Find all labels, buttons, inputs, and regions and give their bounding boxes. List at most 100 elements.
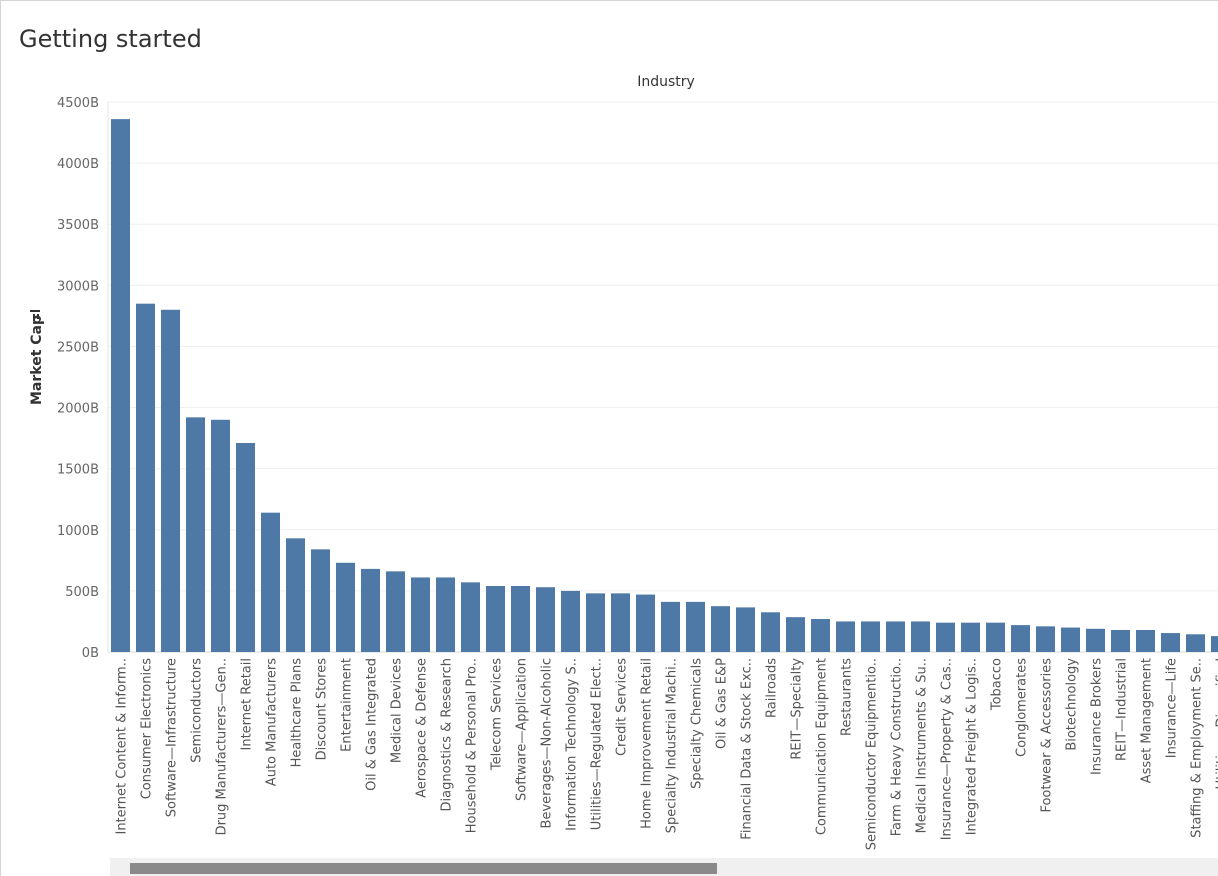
bar[interactable]: [686, 601, 705, 652]
x-category-label[interactable]: Diagnostics & Research: [440, 658, 455, 811]
x-category-label[interactable]: Internet Retail: [240, 658, 255, 751]
bar[interactable]: [536, 587, 555, 652]
bar[interactable]: [1086, 628, 1105, 652]
bar[interactable]: [636, 594, 655, 652]
x-category-label[interactable]: Beverages—Non-Alcoholic: [540, 658, 555, 828]
bar[interactable]: [111, 119, 130, 653]
x-category-label[interactable]: Home Improvement Retail: [640, 658, 655, 829]
x-category-label[interactable]: Internet Content & Inform..: [115, 658, 130, 835]
x-category-label[interactable]: Asset Management: [1140, 658, 1155, 783]
bar[interactable]: [211, 419, 230, 652]
bar[interactable]: [486, 586, 505, 652]
x-category-label[interactable]: Telecom Services: [490, 658, 505, 771]
x-category-label[interactable]: Insurance Brokers: [1090, 658, 1105, 775]
bar[interactable]: [286, 538, 305, 652]
bar[interactable]: [586, 593, 605, 652]
horizontal-scrollbar[interactable]: [110, 858, 1218, 876]
x-category-label[interactable]: Insurance—Property & Cas..: [940, 658, 955, 840]
x-category-label[interactable]: Biotechnology: [1065, 658, 1080, 751]
bar[interactable]: [1161, 633, 1180, 652]
gridlines: [107, 101, 1218, 653]
bar[interactable]: [261, 512, 280, 652]
bar[interactable]: [761, 612, 780, 652]
chart-title: Industry: [637, 74, 695, 90]
bar[interactable]: [161, 309, 180, 652]
x-category-label[interactable]: Auto Manufacturers: [265, 658, 280, 786]
x-category-label[interactable]: Healthcare Plans: [290, 658, 305, 768]
bar[interactable]: [386, 571, 405, 652]
x-category-label[interactable]: Entertainment: [340, 658, 355, 752]
x-category-label[interactable]: Oil & Gas E&P: [715, 658, 730, 749]
bar[interactable]: [436, 577, 455, 652]
x-category-label[interactable]: Integrated Freight & Logis..: [965, 658, 980, 835]
bar[interactable]: [236, 443, 255, 652]
x-category-label[interactable]: Utilities—Regulated Elect..: [590, 658, 605, 830]
bar[interactable]: [1111, 630, 1130, 652]
bar[interactable]: [186, 417, 205, 652]
x-category-label[interactable]: Insurance—Life: [1165, 658, 1180, 758]
bar[interactable]: [461, 582, 480, 652]
bar[interactable]: [711, 606, 730, 652]
x-category-label[interactable]: Specialty Industrial Machi..: [665, 658, 680, 833]
x-category-label[interactable]: Aerospace & Defense: [415, 658, 430, 798]
bar[interactable]: [136, 303, 155, 652]
bar[interactable]: [511, 586, 530, 652]
y-tick-label: 2500B: [57, 340, 99, 355]
sort-descending-icon[interactable]: [30, 310, 40, 321]
x-category-label[interactable]: Restaurants: [840, 658, 855, 736]
x-category-label[interactable]: Financial Data & Stock Exc..: [740, 658, 755, 840]
bar[interactable]: [1061, 627, 1080, 652]
bar[interactable]: [336, 562, 355, 652]
bar[interactable]: [1136, 630, 1155, 652]
bar[interactable]: [561, 590, 580, 652]
y-axis-title-group: Market Cap: [29, 315, 45, 405]
x-category-label[interactable]: Oil & Gas Integrated: [365, 658, 380, 791]
bar[interactable]: [861, 621, 880, 652]
x-category-label[interactable]: Communication Equipment: [815, 658, 830, 835]
bar[interactable]: [661, 601, 680, 652]
x-category-label[interactable]: Semiconductor Equipmentio..: [865, 658, 880, 850]
bar[interactable]: [1011, 625, 1030, 652]
bar[interactable]: [886, 621, 905, 652]
bar[interactable]: [1211, 636, 1218, 652]
bar[interactable]: [911, 621, 930, 652]
y-axis-ticks: 0B 500B 1000B 1500B 2000B 2500B 3000B 3500B 4000…: [57, 96, 99, 661]
bar[interactable]: [936, 622, 955, 652]
bar[interactable]: [986, 622, 1005, 652]
x-category-label[interactable]: Semiconductors: [190, 658, 205, 763]
x-category-label[interactable]: Utilities—Diversified: [1215, 658, 1218, 789]
x-category-label[interactable]: Software—Application: [515, 658, 530, 801]
x-category-label[interactable]: Medical Devices: [390, 658, 405, 763]
bar[interactable]: [786, 617, 805, 652]
x-category-label[interactable]: Tobacco: [990, 658, 1005, 711]
bar[interactable]: [411, 577, 430, 652]
x-category-label[interactable]: Discount Stores: [315, 658, 330, 761]
x-category-label[interactable]: REIT—Specialty: [790, 658, 805, 760]
x-category-label[interactable]: Staffing & Employment Se..: [1190, 658, 1205, 838]
x-category-label[interactable]: Footwear & Accessories: [1040, 658, 1055, 813]
bar[interactable]: [961, 622, 980, 652]
bar[interactable]: [311, 549, 330, 652]
x-category-label[interactable]: Drug Manufacturers—Gen..: [215, 658, 230, 835]
x-category-label[interactable]: Specialty Chemicals: [690, 658, 705, 789]
scrollbar-thumb[interactable]: [130, 863, 717, 874]
bar[interactable]: [611, 593, 630, 652]
bar[interactable]: [361, 568, 380, 652]
x-category-label[interactable]: Credit Services: [615, 658, 630, 756]
bar[interactable]: [836, 621, 855, 652]
x-category-label[interactable]: Software—Infrastructure: [165, 658, 180, 817]
x-category-label[interactable]: Medical Instruments & Su..: [915, 658, 930, 833]
x-category-label[interactable]: Consumer Electronics: [140, 658, 155, 800]
bar[interactable]: [811, 619, 830, 652]
x-category-label[interactable]: REIT—Industrial: [1115, 658, 1130, 761]
x-category-label[interactable]: Railroads: [765, 658, 780, 718]
bar[interactable]: [1036, 626, 1055, 652]
bar-chart: 0B 500B 1000B 1500B 2000B 2500B 3000B 3500B 4000…: [29, 74, 1218, 850]
x-category-label[interactable]: Information Technology S..: [565, 658, 580, 831]
x-category-label[interactable]: Household & Personal Pro..: [465, 658, 480, 833]
bar[interactable]: [736, 607, 755, 652]
y-axis-title[interactable]: Market Cap: [29, 315, 45, 405]
x-category-label[interactable]: Conglomerates: [1015, 658, 1030, 757]
x-category-label[interactable]: Farm & Heavy Constructio..: [890, 658, 905, 836]
bar[interactable]: [1186, 634, 1205, 652]
